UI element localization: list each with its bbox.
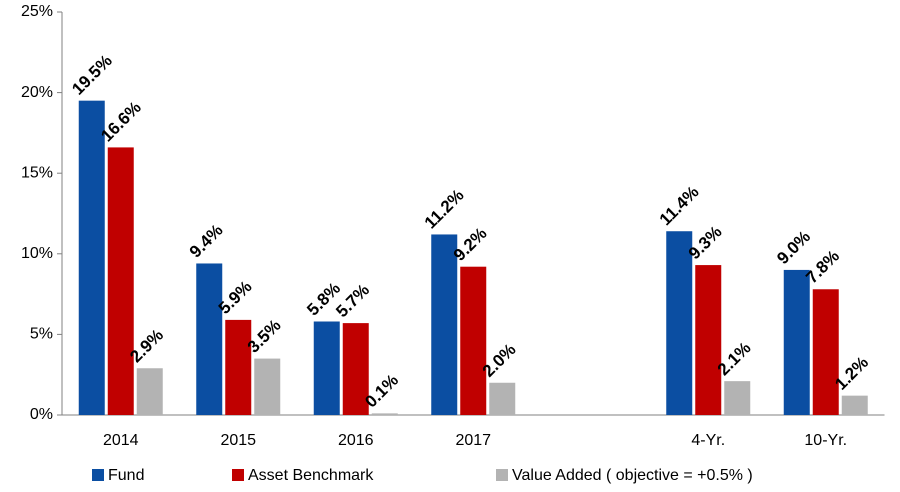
bar xyxy=(431,234,458,415)
y-tick-label: 15% xyxy=(21,164,53,181)
bar xyxy=(695,265,722,415)
x-tick-label: 2017 xyxy=(455,432,491,449)
y-tick-label: 25% xyxy=(21,3,53,20)
x-tick-label: 2015 xyxy=(220,432,256,449)
bar xyxy=(254,358,281,415)
value-label: 11.2% xyxy=(421,186,468,233)
bar xyxy=(342,323,369,415)
value-label: 9.2% xyxy=(450,224,491,265)
value-label: 9.4% xyxy=(186,221,227,262)
x-tick-label: 2014 xyxy=(103,432,139,449)
bar xyxy=(313,321,340,415)
legend-label: Fund xyxy=(108,467,144,484)
legend-swatch xyxy=(496,469,508,481)
bar xyxy=(225,319,252,415)
bar xyxy=(812,289,839,415)
y-tick-label: 5% xyxy=(30,326,53,343)
bar xyxy=(196,263,223,415)
value-label: 11.4% xyxy=(656,182,703,229)
legend-label: Value Added ( objective = +0.5% ) xyxy=(512,467,753,484)
legend-label: Asset Benchmark xyxy=(248,467,374,484)
bar xyxy=(107,147,134,415)
bar xyxy=(841,395,868,415)
y-tick-label: 0% xyxy=(30,406,53,423)
bar xyxy=(460,266,487,415)
value-label: 7.8% xyxy=(802,246,843,287)
x-tick-label: 10-Yr. xyxy=(804,432,847,449)
x-tick-label: 4-Yr. xyxy=(691,432,725,449)
legend-swatch xyxy=(232,469,244,481)
bar xyxy=(783,269,810,415)
bar xyxy=(78,100,105,415)
value-label: 9.3% xyxy=(685,222,726,263)
bar xyxy=(489,382,516,415)
bar xyxy=(666,231,693,415)
y-tick-label: 10% xyxy=(21,245,53,262)
bar xyxy=(371,413,398,415)
bar xyxy=(724,381,751,415)
bar xyxy=(136,368,163,415)
y-tick-label: 20% xyxy=(21,84,53,101)
value-label: 9.0% xyxy=(773,227,814,268)
x-tick-label: 2016 xyxy=(338,432,374,449)
value-label: 19.5% xyxy=(68,51,116,99)
legend-swatch xyxy=(92,469,104,481)
